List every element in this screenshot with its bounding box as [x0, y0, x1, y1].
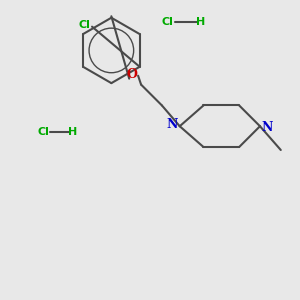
Text: H: H	[196, 17, 205, 27]
Text: Cl: Cl	[162, 17, 174, 27]
Text: O: O	[127, 68, 138, 81]
Text: N: N	[167, 118, 178, 131]
Text: H: H	[68, 127, 77, 137]
Text: Cl: Cl	[79, 20, 91, 30]
Text: Cl: Cl	[37, 127, 49, 137]
Text: N: N	[262, 121, 273, 134]
